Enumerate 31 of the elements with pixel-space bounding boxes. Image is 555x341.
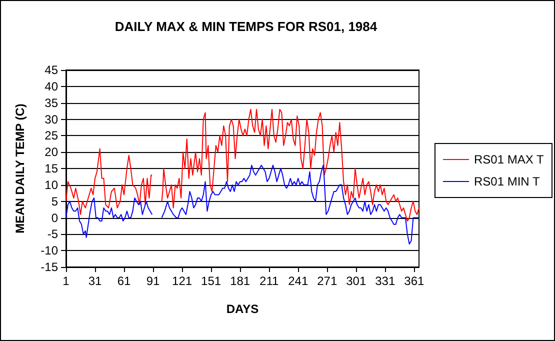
y-tick-label: 35 — [44, 96, 58, 110]
x-tick-label: 301 — [346, 274, 366, 288]
x-tick-label: 241 — [288, 274, 308, 288]
x-tick-label: 31 — [88, 274, 102, 288]
y-tick-label: 25 — [44, 128, 58, 143]
y-tick-label: 45 — [44, 63, 58, 77]
y-tick-label: 15 — [44, 162, 58, 176]
y-axis-title: MEAN DAILY TEMP (C) — [13, 104, 27, 234]
x-tick-label: 61 — [117, 274, 132, 288]
y-tick-label: -15 — [40, 260, 58, 274]
x-tick-label: 1 — [62, 274, 70, 288]
y-tick-label: -5 — [47, 227, 58, 242]
y-tick-label: 0 — [51, 210, 58, 225]
x-tick-label: 151 — [201, 274, 222, 288]
y-tick-label: 40 — [44, 79, 58, 94]
x-tick-label: 271 — [317, 274, 338, 288]
legend-label: RS01 MAX T — [474, 152, 544, 166]
y-tick-label: 20 — [44, 145, 58, 160]
y-tick-label: 30 — [44, 112, 58, 126]
x-tick-label: 91 — [146, 274, 160, 288]
y-tick-label: 10 — [44, 178, 58, 192]
x-tick-label: 121 — [172, 274, 192, 288]
x-tick-label: 211 — [260, 274, 279, 288]
x-axis-title: DAYS — [226, 302, 259, 316]
x-tick-label: 331 — [375, 274, 396, 288]
x-tick-label: 181 — [230, 274, 250, 288]
chart-title: DAILY MAX & MIN TEMPS FOR RS01, 1984 — [114, 19, 378, 34]
x-tick-label: 361 — [404, 274, 424, 288]
legend-label: RS01 MIN T — [474, 174, 540, 188]
y-tick-label: 5 — [51, 194, 58, 208]
y-tick-label: -10 — [40, 244, 58, 258]
